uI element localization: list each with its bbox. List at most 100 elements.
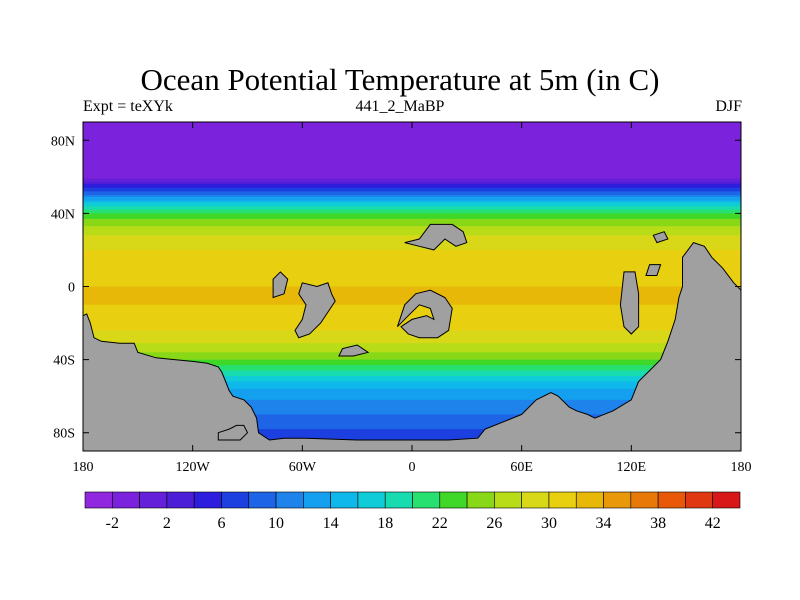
temperature-band: [83, 370, 741, 374]
x-tick-label: 180: [731, 460, 752, 475]
colorbar-swatch: [685, 491, 714, 509]
temperature-band: [83, 335, 741, 339]
temperature-band: [83, 207, 741, 211]
colorbar-swatch: [548, 491, 577, 509]
temperature-band: [83, 277, 741, 280]
temperature-band: [83, 275, 741, 278]
temperature-band: [83, 412, 741, 416]
temperature-band: [83, 388, 741, 392]
x-tick-label: 0: [409, 460, 416, 475]
x-tick-label: 120W: [176, 460, 211, 475]
temperature-band: [83, 264, 741, 267]
temperature-band: [83, 282, 741, 286]
temperature-band: [83, 397, 741, 401]
temperature-band: [83, 193, 741, 196]
temperature-band: [83, 403, 741, 406]
colorbar-label: 30: [541, 515, 557, 532]
temperature-band: [83, 184, 741, 187]
colorbar-swatch: [412, 491, 441, 509]
temperature-band: [83, 143, 741, 147]
colorbar-label: 38: [650, 515, 666, 532]
temperature-band: [83, 405, 741, 408]
colorbar-label: 10: [268, 515, 284, 532]
temperature-band: [83, 271, 741, 275]
temperature-band: [83, 153, 741, 156]
colorbar-swatch: [384, 491, 413, 509]
colorbar-swatch: [84, 491, 113, 509]
colorbar-label: 14: [323, 515, 339, 532]
temperature-band: [83, 418, 741, 421]
temperature-band: [83, 198, 741, 202]
temperature-band: [83, 313, 741, 317]
temperature-band: [83, 217, 741, 220]
temperature-band: [83, 379, 741, 383]
temperature-band: [83, 191, 741, 194]
temperature-band: [83, 315, 741, 319]
experiment-label: Expt = teXYk: [83, 98, 173, 115]
temperature-band: [83, 154, 741, 158]
temperature-band: [83, 127, 741, 130]
temperature-band: [83, 140, 741, 143]
temperature-band: [83, 377, 741, 381]
temperature-band: [83, 270, 741, 273]
temperature-band: [83, 129, 741, 132]
temperature-band: [83, 337, 741, 341]
temperature-band: [83, 171, 741, 174]
temperature-band: [83, 387, 741, 390]
colorbar-swatch: [439, 491, 468, 509]
colorbar-swatch: [630, 491, 659, 509]
temperature-band: [83, 231, 741, 235]
colorbar-swatch: [494, 491, 522, 509]
northwest-island: [272, 271, 289, 299]
temperature-band: [83, 421, 741, 425]
temperature-band: [83, 260, 741, 264]
temperature-band: [83, 341, 741, 344]
temperature-band: [83, 259, 741, 262]
colorbar-swatch: [248, 491, 277, 509]
temperature-band: [83, 416, 741, 419]
temperature-band: [83, 423, 741, 427]
temperature-band: [83, 438, 741, 441]
temperature-band: [83, 366, 741, 370]
temperature-band: [83, 288, 741, 291]
colorbar-swatch: [521, 491, 550, 509]
temperature-band: [83, 145, 741, 149]
temperature-band: [83, 164, 741, 167]
temperature-band: [83, 361, 741, 364]
temperature-band: [83, 195, 741, 198]
temperature-band: [83, 399, 741, 403]
temperature-band: [83, 235, 741, 238]
temperature-band: [83, 173, 741, 176]
temperature-band: [83, 312, 741, 315]
colorbar-swatch: [330, 491, 359, 509]
colorbar-label: -2: [106, 515, 119, 532]
temperature-band: [83, 196, 741, 200]
temperature-band: [83, 317, 741, 320]
temperature-band: [83, 187, 741, 191]
temperature-band: [83, 372, 741, 375]
temperature-band: [83, 138, 741, 141]
temperature-band: [83, 229, 741, 233]
temperature-band: [83, 218, 741, 222]
temperature-band: [83, 175, 741, 178]
colorbar-label: 18: [377, 515, 393, 532]
temperature-band: [83, 432, 741, 436]
temperature-band: [83, 346, 741, 350]
temperature-band: [83, 200, 741, 204]
colorbar-swatch: [193, 491, 222, 509]
y-tick-label: 80S: [53, 427, 75, 442]
colorbar-swatch: [466, 491, 495, 509]
colorbar-swatch: [357, 491, 386, 509]
temperature-band: [83, 284, 741, 288]
temperature-band: [83, 132, 741, 136]
temperature-band: [83, 339, 741, 342]
temperature-band: [83, 162, 741, 165]
temperature-band: [83, 414, 741, 417]
temperature-band: [83, 251, 741, 255]
temperature-band: [83, 363, 741, 366]
temperature-band: [83, 396, 741, 399]
eastern-islets: [645, 264, 662, 276]
temperature-band: [83, 425, 741, 428]
temperature-band: [83, 359, 741, 363]
temperature-band: [83, 244, 741, 247]
